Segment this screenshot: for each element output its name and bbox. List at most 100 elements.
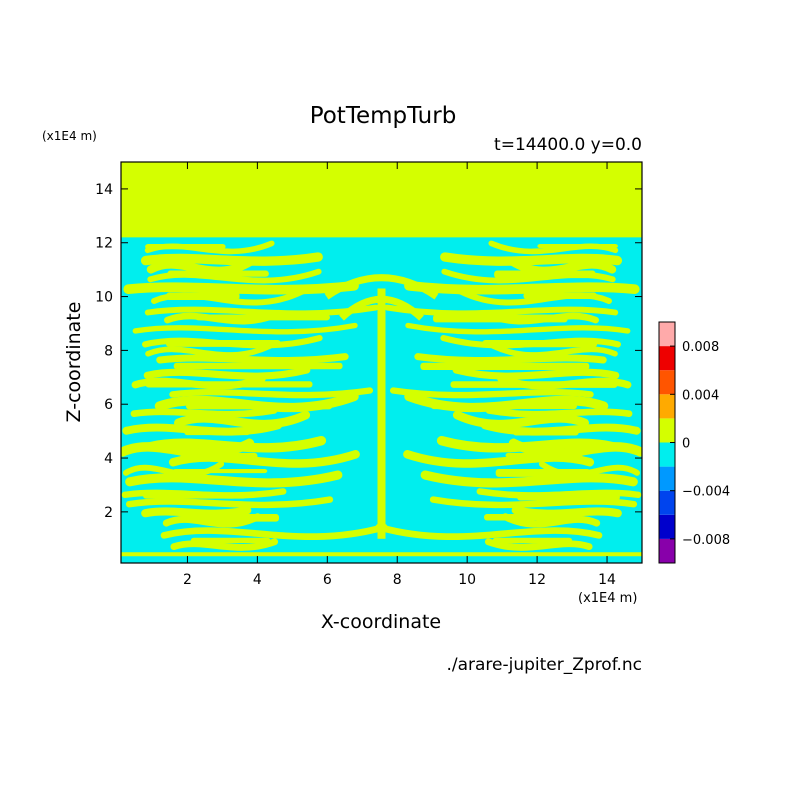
colorbar-tick-label: 0.004 bbox=[682, 388, 719, 403]
field-streak bbox=[492, 537, 573, 544]
field-streak bbox=[505, 452, 583, 458]
field-band bbox=[508, 438, 642, 458]
field-band bbox=[174, 410, 311, 429]
field-streak bbox=[450, 381, 618, 388]
field-band bbox=[403, 450, 595, 468]
x-axis: 2 4 6 8 10 12 14 bbox=[183, 162, 616, 588]
y-tick-label: 2 bbox=[104, 505, 113, 521]
field-streak bbox=[180, 452, 258, 460]
y-axis-label: Z-coordinate bbox=[63, 302, 85, 423]
colorbar-segment bbox=[659, 346, 675, 371]
colorbar: 0.008 0.004 0 −0.004 −0.008 bbox=[658, 321, 730, 564]
field-streak bbox=[512, 429, 579, 436]
x-tick-label: 8 bbox=[393, 572, 402, 588]
field-streak bbox=[517, 493, 620, 501]
heatmap-field bbox=[121, 162, 642, 563]
field-band bbox=[440, 252, 623, 266]
y-axis: 2 4 6 8 10 12 14 bbox=[95, 182, 642, 521]
plot-frame bbox=[120, 161, 643, 564]
field-streak bbox=[186, 403, 333, 410]
y-tick-label: 6 bbox=[104, 397, 113, 413]
x-axis-label: X-coordinate bbox=[321, 611, 441, 633]
y-tick-label: 10 bbox=[95, 290, 113, 306]
field-streak bbox=[430, 403, 577, 410]
colorbar-segment bbox=[659, 514, 675, 539]
field-band bbox=[125, 496, 334, 509]
field-band bbox=[414, 353, 607, 365]
field-band bbox=[389, 387, 594, 399]
field-streak bbox=[523, 292, 597, 300]
y-unit-label: (x1E4 m) bbox=[42, 129, 97, 143]
field-band bbox=[501, 513, 601, 528]
field-band bbox=[132, 322, 358, 335]
field-streak bbox=[165, 340, 281, 347]
chart-title: PotTempTurb bbox=[310, 103, 457, 129]
colorbar-segment bbox=[659, 466, 675, 491]
field-band bbox=[511, 506, 622, 518]
field-streak bbox=[495, 468, 591, 477]
field-band bbox=[125, 470, 343, 488]
field-streak bbox=[190, 537, 271, 544]
field-band bbox=[170, 538, 279, 551]
y-tick-label: 12 bbox=[95, 236, 113, 252]
field-streak bbox=[420, 362, 590, 371]
field-streak bbox=[185, 514, 279, 522]
field-band bbox=[404, 280, 640, 295]
field-streak bbox=[433, 314, 568, 323]
upper-layer bbox=[121, 162, 642, 238]
colorbar-segment bbox=[659, 418, 675, 443]
colorbar-tick-label: −0.008 bbox=[682, 533, 730, 548]
field-band bbox=[145, 343, 273, 358]
field-band bbox=[121, 438, 255, 458]
field-band bbox=[405, 322, 631, 335]
field-band bbox=[507, 256, 617, 275]
field-band bbox=[375, 523, 603, 540]
field-streak bbox=[484, 514, 578, 521]
field-streak bbox=[195, 314, 330, 321]
chart-subtitle: t=14400.0 y=0.0 bbox=[494, 135, 642, 155]
colorbar-segment bbox=[659, 322, 675, 347]
x-tick-label: 6 bbox=[323, 572, 332, 588]
field-band bbox=[420, 470, 638, 488]
field-band bbox=[140, 252, 323, 266]
x-tick-label: 14 bbox=[598, 572, 616, 588]
colorbar-segment bbox=[659, 370, 675, 395]
field-streak bbox=[143, 493, 246, 499]
colorbar-tick-label: 0.008 bbox=[682, 340, 719, 355]
field-streak bbox=[537, 244, 618, 249]
field-band bbox=[144, 304, 379, 317]
colorbar-tick-label: −0.004 bbox=[682, 485, 730, 500]
field-band bbox=[429, 496, 638, 509]
field-stem bbox=[377, 288, 386, 539]
x-tick-label: 4 bbox=[253, 572, 262, 588]
colorbar-segment bbox=[659, 490, 675, 515]
colorbar-tick-label: 0 bbox=[682, 437, 690, 452]
colorbar-segment bbox=[659, 538, 675, 563]
field-streak bbox=[121, 552, 642, 557]
x-tick-label: 10 bbox=[458, 572, 476, 588]
x-tick-label: 2 bbox=[183, 572, 192, 588]
field-band bbox=[484, 538, 593, 551]
field-band bbox=[123, 280, 359, 295]
field-plume bbox=[324, 274, 439, 300]
field-streak bbox=[482, 340, 598, 348]
field-streak bbox=[145, 381, 313, 388]
field-band bbox=[143, 366, 311, 380]
field-band bbox=[485, 407, 633, 418]
band-layer bbox=[121, 240, 642, 557]
field-band bbox=[452, 366, 620, 380]
field-band bbox=[160, 523, 388, 540]
field-band bbox=[452, 410, 589, 429]
field-streak bbox=[166, 292, 240, 300]
field-band bbox=[490, 343, 618, 358]
y-tick-label: 4 bbox=[104, 451, 113, 467]
field-band bbox=[130, 407, 278, 418]
field-band bbox=[156, 353, 349, 365]
colorbar-segment bbox=[659, 394, 675, 419]
field-streak bbox=[494, 270, 596, 279]
colorbar-segment bbox=[659, 442, 675, 467]
field-streak bbox=[167, 270, 269, 277]
field-streak bbox=[172, 468, 268, 474]
y-tick-label: 8 bbox=[104, 343, 113, 359]
